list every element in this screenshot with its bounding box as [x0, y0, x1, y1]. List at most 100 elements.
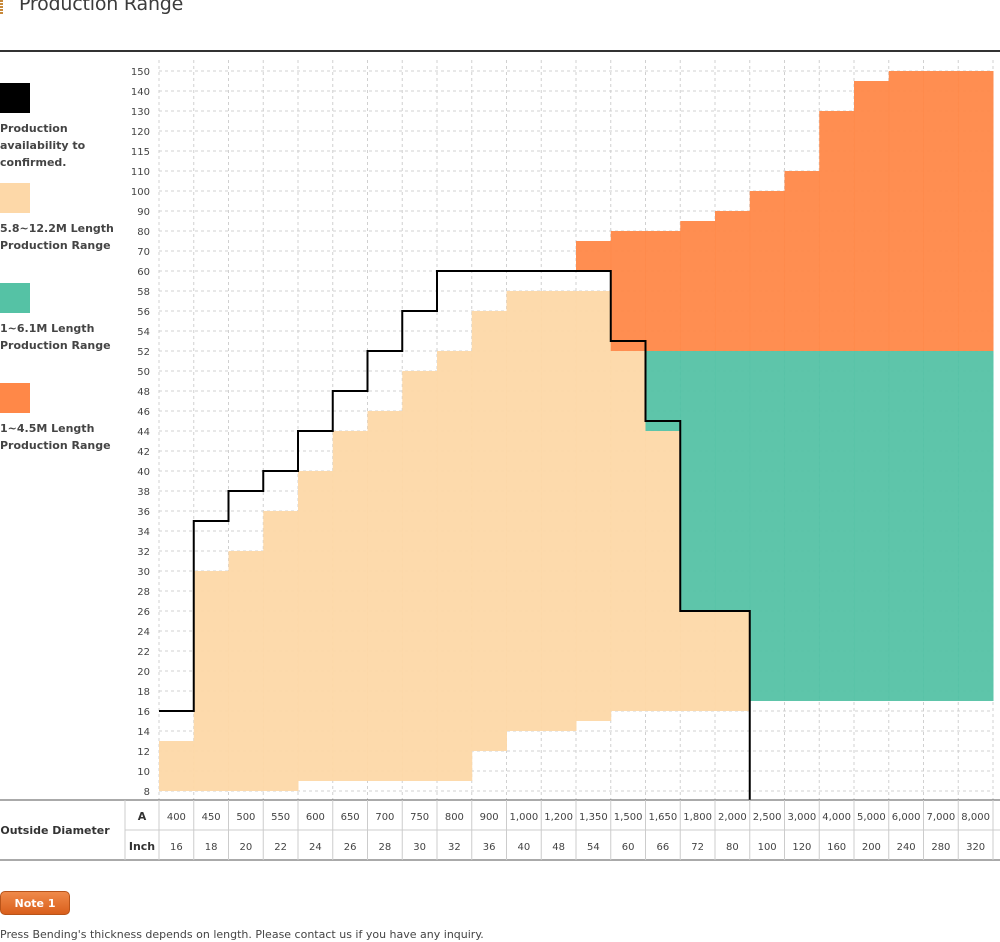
x-tick-label-inch: 160: [827, 842, 846, 853]
x-tick-label-inch: 36: [483, 842, 496, 853]
y-tick-label: 42: [137, 447, 150, 458]
y-tick-label: 100: [131, 187, 150, 198]
x-tick-label-a: 1,350: [579, 812, 608, 823]
legend-item-long-length: 5.8~12.2M Length Production Range: [0, 183, 140, 254]
legend-item-mid-length: 1~6.1M Length Production Range: [0, 283, 140, 354]
x-axis-label: Outside Diameter: [0, 824, 110, 837]
bar-mid-length: [854, 351, 890, 701]
bar-short-length: [923, 71, 959, 351]
row-label-inch: Inch: [129, 840, 155, 853]
y-tick-label: 140: [131, 87, 150, 98]
x-tick-label-a: 650: [341, 812, 360, 823]
x-tick-label-a: 600: [306, 812, 325, 823]
x-tick-label-inch: 80: [726, 842, 739, 853]
x-tick-label-a: 1,650: [649, 812, 678, 823]
x-tick-label-inch: 16: [170, 842, 183, 853]
y-tick-label: 130: [131, 107, 150, 118]
x-tick-label-a: 450: [202, 812, 221, 823]
x-tick-label-a: 500: [236, 812, 255, 823]
row-label-a: A: [138, 810, 147, 823]
x-tick-label-a: 1,000: [510, 812, 539, 823]
x-tick-label-inch: 60: [622, 842, 635, 853]
bar-long-length: [263, 511, 299, 791]
x-tick-label-inch: 200: [862, 842, 881, 853]
x-tick-label-inch: 26: [344, 842, 357, 853]
y-tick-label: 8: [144, 787, 150, 798]
bar-mid-length: [645, 351, 681, 431]
y-tick-label: 34: [137, 527, 150, 538]
x-tick-label-a: 550: [271, 812, 290, 823]
x-tick-label-inch: 66: [657, 842, 670, 853]
x-tick-label-a: 3,000: [788, 812, 817, 823]
note-button[interactable]: Note 1: [0, 891, 70, 915]
y-tick-label: 70: [137, 247, 150, 258]
y-tick-label: 24: [137, 627, 150, 638]
x-tick-label-inch: 100: [758, 842, 777, 853]
x-tick-label-a: 1,500: [614, 812, 643, 823]
y-tick-label: 38: [137, 487, 150, 498]
bar-long-length: [437, 351, 473, 781]
y-tick-label: 12: [137, 747, 150, 758]
bar-mid-length: [680, 351, 716, 611]
legend-label: 1~6.1M Length Production Range: [0, 322, 111, 352]
bar-mid-length: [784, 351, 820, 701]
y-tick-label: 115: [131, 147, 150, 158]
x-tick-label-a: 8,000: [961, 812, 990, 823]
bar-mid-length: [715, 351, 751, 611]
y-tick-label: 20: [137, 667, 150, 678]
bar-short-length: [854, 81, 890, 351]
x-tick-label-a: 700: [375, 812, 394, 823]
bar-long-length: [159, 741, 195, 791]
bar-long-length: [610, 351, 646, 711]
x-tick-label-inch: 120: [792, 842, 811, 853]
y-tick-label: 48: [137, 387, 150, 398]
bar-long-length: [541, 291, 577, 731]
x-tick-label-a: 900: [480, 812, 499, 823]
y-tick-label: 28: [137, 587, 150, 598]
x-tick-label-inch: 72: [691, 842, 704, 853]
y-tick-label: 14: [137, 727, 150, 738]
x-tick-label-a: 2,500: [753, 812, 782, 823]
bar-mid-length: [888, 351, 924, 701]
bar-long-length: [402, 371, 438, 781]
y-tick-label: 50: [137, 367, 150, 378]
x-tick-label-inch: 320: [966, 842, 985, 853]
bar-mid-length: [958, 351, 994, 701]
x-tick-label-a: 800: [445, 812, 464, 823]
bar-short-length: [958, 71, 994, 351]
bar-long-length: [367, 411, 403, 781]
legend-item-boundary: Production availability to confirmed.: [0, 83, 140, 171]
y-tick-label: 22: [137, 647, 150, 658]
y-tick-label: 46: [137, 407, 150, 418]
legend-item-short-length: 1~4.5M Length Production Range: [0, 383, 140, 454]
bar-short-length: [645, 231, 681, 351]
y-tick-label: 110: [131, 167, 150, 178]
x-tick-label-inch: 280: [931, 842, 950, 853]
y-tick-label: 56: [137, 307, 150, 318]
legend-label: Production availability to confirmed.: [0, 122, 86, 169]
bar-long-length: [506, 291, 542, 731]
x-tick-label-a: 7,000: [927, 812, 956, 823]
y-tick-label: 120: [131, 127, 150, 138]
bar-long-length: [471, 311, 507, 751]
x-tick-label-inch: 24: [309, 842, 322, 853]
y-tick-label: 32: [137, 547, 150, 558]
bar-mid-length: [749, 351, 785, 701]
y-tick-label: 150: [131, 67, 150, 78]
bar-long-length: [576, 291, 612, 721]
x-tick-label-a: 5,000: [857, 812, 886, 823]
bar-short-length: [819, 111, 855, 351]
legend-swatch-black-icon: [0, 83, 30, 113]
x-tick-label-a: 2,000: [718, 812, 747, 823]
note-text: Press Bending's thickness depends on len…: [0, 928, 484, 941]
legend-label: 5.8~12.2M Length Production Range: [0, 222, 114, 252]
bar-short-length: [680, 221, 716, 351]
title-marker-icon: [0, 0, 3, 14]
x-tick-label-inch: 48: [552, 842, 565, 853]
x-tick-label-inch: 22: [274, 842, 287, 853]
legend-swatch-teal-icon: [0, 283, 30, 313]
y-tick-label: 18: [137, 687, 150, 698]
y-tick-label: 26: [137, 607, 150, 618]
y-tick-label: 40: [137, 467, 150, 478]
bar-long-length: [715, 611, 751, 711]
